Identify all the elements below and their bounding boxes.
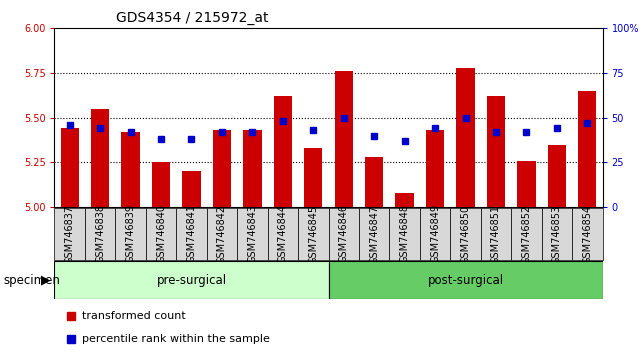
Bar xyxy=(395,193,413,207)
Text: GSM746842: GSM746842 xyxy=(217,204,227,264)
Bar xyxy=(487,96,505,207)
Bar xyxy=(54,208,85,260)
Bar xyxy=(206,208,237,260)
Bar xyxy=(481,208,511,260)
Bar xyxy=(335,71,353,207)
Bar xyxy=(304,148,322,207)
Text: GSM746838: GSM746838 xyxy=(95,205,105,263)
Text: specimen: specimen xyxy=(3,274,60,286)
Bar xyxy=(365,157,383,207)
Text: GSM746850: GSM746850 xyxy=(460,204,470,264)
Bar xyxy=(122,132,140,207)
Text: GSM746849: GSM746849 xyxy=(430,205,440,263)
Text: pre-surgical: pre-surgical xyxy=(156,274,226,286)
Bar xyxy=(542,208,572,260)
Bar xyxy=(572,208,603,260)
Text: GSM746845: GSM746845 xyxy=(308,204,319,264)
Text: transformed count: transformed count xyxy=(82,311,186,321)
Bar xyxy=(267,208,298,260)
Bar xyxy=(511,208,542,260)
Bar xyxy=(85,208,115,260)
Bar xyxy=(213,130,231,207)
Bar xyxy=(456,68,474,207)
Text: GSM746853: GSM746853 xyxy=(552,204,562,264)
Bar xyxy=(91,109,109,207)
Text: GSM746848: GSM746848 xyxy=(399,205,410,263)
Bar xyxy=(115,208,146,260)
Bar xyxy=(450,208,481,260)
Bar xyxy=(359,208,389,260)
Bar xyxy=(182,171,201,207)
Bar xyxy=(298,208,328,260)
Text: GSM746841: GSM746841 xyxy=(187,205,197,263)
Text: GSM746843: GSM746843 xyxy=(247,205,258,263)
Bar xyxy=(54,261,328,299)
Bar xyxy=(547,144,566,207)
Text: GDS4354 / 215972_at: GDS4354 / 215972_at xyxy=(116,11,269,25)
Text: GSM746851: GSM746851 xyxy=(491,204,501,264)
Bar xyxy=(578,91,596,207)
Bar xyxy=(328,208,359,260)
Bar xyxy=(426,130,444,207)
Bar xyxy=(237,208,268,260)
Bar xyxy=(61,129,79,207)
Text: GSM746846: GSM746846 xyxy=(338,205,349,263)
Text: GSM746854: GSM746854 xyxy=(582,204,592,264)
Text: GSM746840: GSM746840 xyxy=(156,205,166,263)
Bar xyxy=(146,208,176,260)
Bar xyxy=(274,96,292,207)
Bar xyxy=(420,208,450,260)
Bar xyxy=(517,161,535,207)
Bar xyxy=(152,162,171,207)
Text: ▶: ▶ xyxy=(41,274,51,286)
Text: GSM746844: GSM746844 xyxy=(278,205,288,263)
Bar xyxy=(176,208,206,260)
Bar xyxy=(328,261,603,299)
Text: GSM746839: GSM746839 xyxy=(126,205,136,263)
Bar xyxy=(243,130,262,207)
Text: GSM746837: GSM746837 xyxy=(65,204,75,264)
Text: GSM746852: GSM746852 xyxy=(521,204,531,264)
Bar xyxy=(389,208,420,260)
Text: percentile rank within the sample: percentile rank within the sample xyxy=(82,334,270,344)
Text: GSM746847: GSM746847 xyxy=(369,204,379,264)
Text: post-surgical: post-surgical xyxy=(428,274,504,286)
